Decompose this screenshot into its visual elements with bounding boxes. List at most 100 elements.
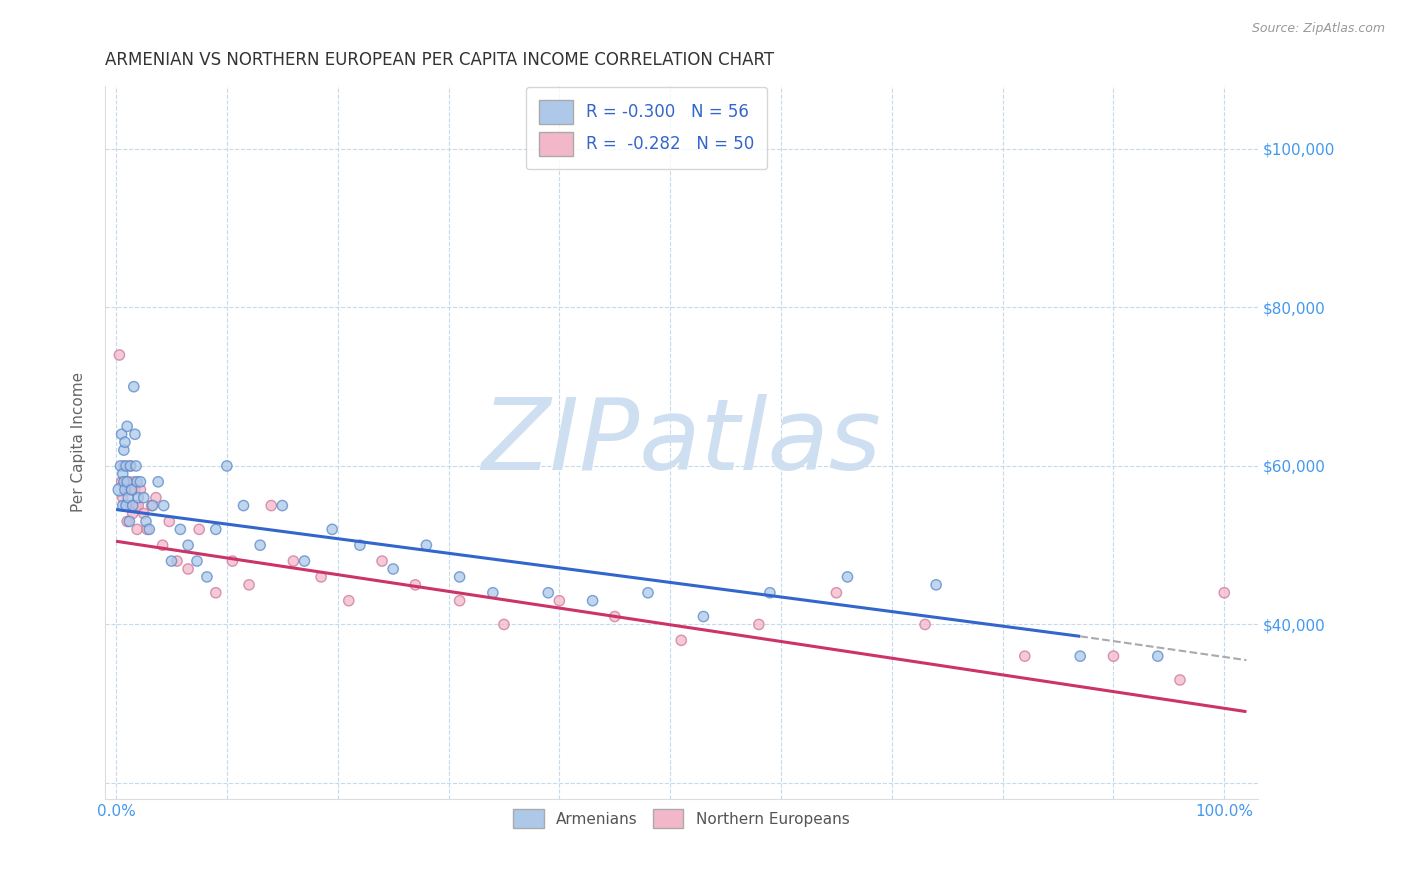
Point [221, 554, 243, 568]
Point [132, 491, 155, 505]
Point [121, 499, 143, 513]
Point [186, 554, 208, 568]
Point [111, 499, 134, 513]
Point [204, 522, 226, 536]
Point [914, 617, 936, 632]
Point [449, 570, 471, 584]
Legend: Armenians, Northern Europeans: Armenians, Northern Europeans [508, 803, 855, 834]
Point [482, 586, 505, 600]
Point [160, 554, 183, 568]
Point [759, 586, 782, 600]
Point [111, 467, 134, 481]
Point [260, 499, 283, 513]
Point [321, 522, 343, 536]
Point [125, 499, 148, 513]
Point [177, 562, 200, 576]
Point [108, 348, 131, 362]
Point [135, 515, 157, 529]
Point [692, 609, 714, 624]
Point [1102, 649, 1125, 664]
Point [169, 522, 191, 536]
Point [404, 578, 426, 592]
Point [294, 554, 316, 568]
Point [121, 483, 143, 497]
Point [127, 491, 149, 505]
Point [145, 491, 167, 505]
Y-axis label: Per Capita Income: Per Capita Income [72, 372, 86, 512]
Point [204, 586, 226, 600]
Point [492, 617, 515, 632]
Point [415, 538, 437, 552]
Point [141, 499, 163, 513]
Point [537, 586, 560, 600]
Point [1168, 673, 1191, 687]
Point [115, 499, 138, 513]
Point [142, 499, 165, 513]
Point [166, 554, 188, 568]
Point [115, 483, 138, 497]
Point [349, 538, 371, 552]
Point [124, 427, 146, 442]
Point [603, 609, 626, 624]
Point [127, 522, 149, 536]
Point [129, 475, 152, 489]
Point [671, 633, 693, 648]
Point [110, 458, 132, 473]
Point [195, 570, 218, 584]
Point [283, 554, 305, 568]
Point [1213, 586, 1236, 600]
Point [152, 499, 174, 513]
Point [449, 593, 471, 607]
Point [157, 515, 180, 529]
Point [112, 475, 135, 489]
Point [238, 578, 260, 592]
Point [111, 491, 134, 505]
Point [548, 593, 571, 607]
Point [215, 458, 238, 473]
Point [118, 499, 141, 513]
Point [127, 475, 149, 489]
Point [117, 475, 139, 489]
Point [114, 435, 136, 450]
Point [115, 419, 138, 434]
Point [110, 475, 132, 489]
Point [124, 483, 146, 497]
Text: ZIPatlas: ZIPatlas [481, 393, 882, 491]
Point [112, 443, 135, 458]
Point [117, 491, 139, 505]
Point [309, 570, 332, 584]
Point [132, 507, 155, 521]
Point [1014, 649, 1036, 664]
Point [177, 538, 200, 552]
Point [108, 483, 131, 497]
Point [337, 593, 360, 607]
Point [110, 427, 132, 442]
Point [115, 458, 138, 473]
Point [115, 475, 138, 489]
Point [121, 507, 143, 521]
Text: Source: ZipAtlas.com: Source: ZipAtlas.com [1251, 22, 1385, 36]
Point [122, 475, 145, 489]
Point [115, 499, 138, 513]
Point [114, 475, 136, 489]
Point [138, 522, 160, 536]
Point [152, 538, 174, 552]
Point [1146, 649, 1168, 664]
Point [115, 515, 138, 529]
Point [129, 483, 152, 497]
Text: ARMENIAN VS NORTHERN EUROPEAN PER CAPITA INCOME CORRELATION CHART: ARMENIAN VS NORTHERN EUROPEAN PER CAPITA… [105, 51, 775, 69]
Point [120, 458, 142, 473]
Point [121, 483, 143, 497]
Point [249, 538, 271, 552]
Point [825, 586, 848, 600]
Point [925, 578, 948, 592]
Point [148, 475, 170, 489]
Point [371, 554, 394, 568]
Point [581, 593, 603, 607]
Point [125, 458, 148, 473]
Point [837, 570, 859, 584]
Point [637, 586, 659, 600]
Point [271, 499, 294, 513]
Point [114, 483, 136, 497]
Point [232, 499, 254, 513]
